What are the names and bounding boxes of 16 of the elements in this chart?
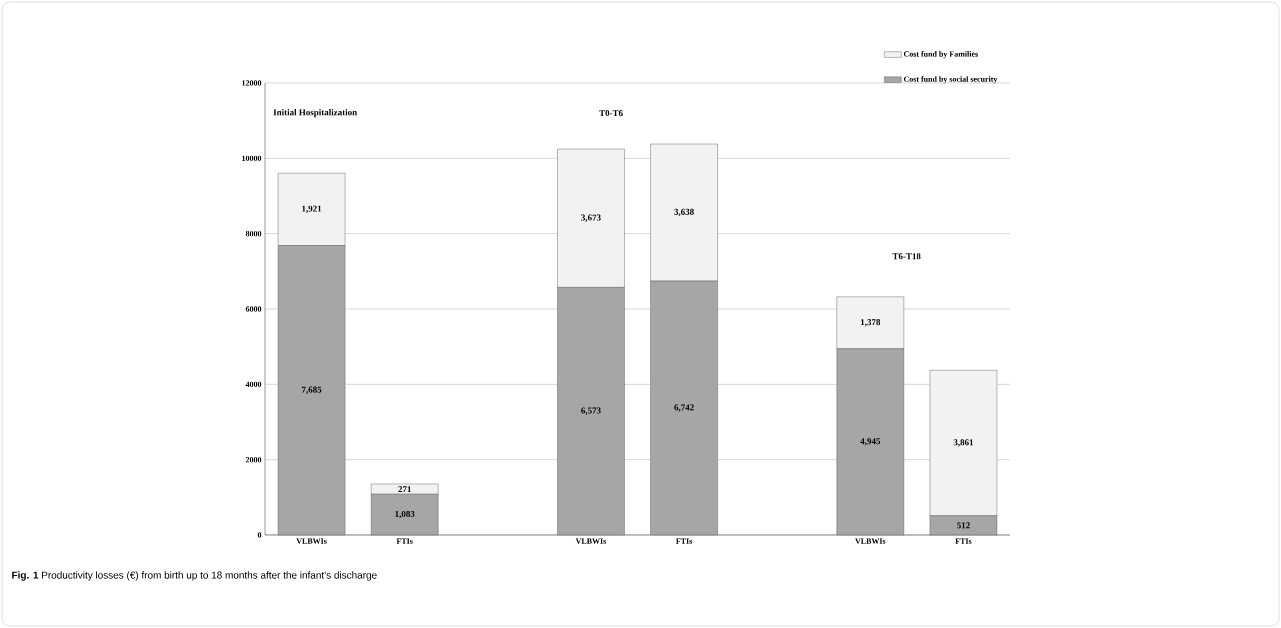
data-label: 6,573 bbox=[581, 407, 601, 415]
annotation: Initial Hospitalization bbox=[273, 109, 357, 118]
data-label: 1,083 bbox=[395, 510, 415, 519]
data-label: 271 bbox=[398, 486, 411, 493]
data-label: 512 bbox=[957, 522, 970, 529]
data-label: 1,378 bbox=[860, 319, 881, 327]
data-label: 3,673 bbox=[581, 214, 601, 222]
annotation: T0-T6 bbox=[599, 110, 623, 117]
text: Fig. 1 Productivity losses (€) from birth up to 18 months after the infant’s discharge bbox=[12, 571, 377, 581]
data-label: 1,921 bbox=[302, 205, 322, 213]
data-label: 3,861 bbox=[953, 439, 974, 447]
data-label: 4,945 bbox=[860, 438, 881, 446]
data-label: 6,742 bbox=[674, 404, 694, 412]
data-label: 7,685 bbox=[302, 386, 322, 394]
annotation: T6-T18 bbox=[892, 253, 921, 260]
data-label: 3,638 bbox=[674, 208, 694, 217]
